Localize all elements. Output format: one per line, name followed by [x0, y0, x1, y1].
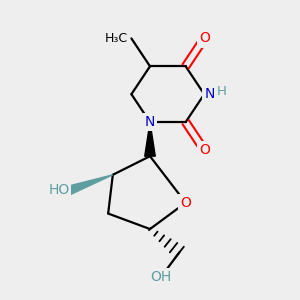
Text: O: O	[199, 32, 210, 45]
Text: HO: HO	[48, 183, 69, 197]
Text: NH: NH	[204, 87, 225, 101]
Polygon shape	[145, 122, 155, 156]
Text: N: N	[145, 115, 155, 129]
Text: OH: OH	[150, 270, 172, 284]
Polygon shape	[68, 175, 113, 194]
Text: H: H	[216, 85, 226, 98]
Text: O: O	[199, 143, 210, 157]
Text: H₃C: H₃C	[105, 32, 128, 45]
Text: O: O	[180, 196, 191, 210]
